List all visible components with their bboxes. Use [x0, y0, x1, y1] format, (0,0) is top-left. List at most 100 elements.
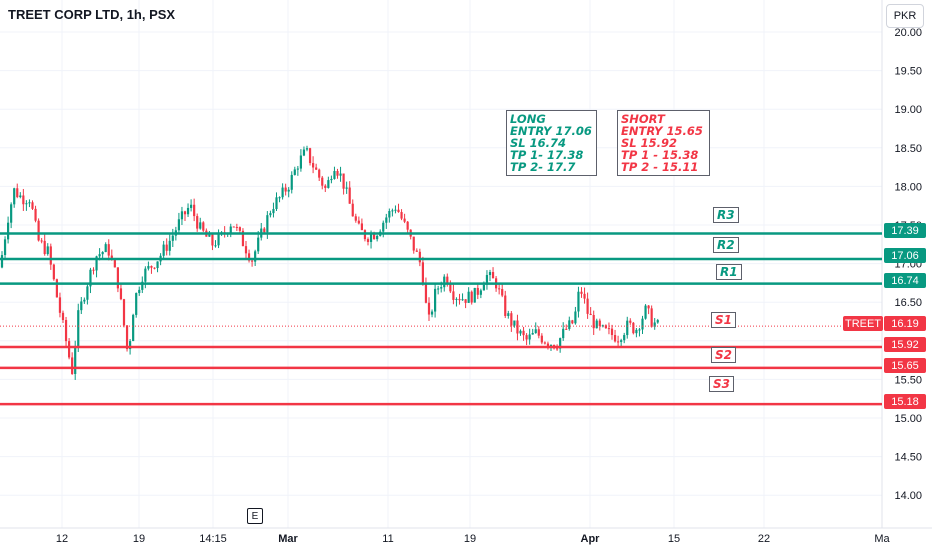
price-badge-r3: 17.39: [884, 223, 926, 238]
candle-body: [110, 255, 113, 260]
candle-body: [366, 239, 370, 242]
candle-body: [516, 320, 519, 334]
candle-body: [638, 329, 641, 331]
candle-body: [162, 244, 165, 256]
candle-body: [37, 220, 40, 241]
candle-body: [190, 204, 193, 208]
candle-body: [25, 203, 28, 205]
candle-body: [129, 341, 132, 350]
candle-body: [482, 284, 485, 291]
candle-body: [13, 188, 16, 205]
candle-body: [28, 202, 31, 204]
candle-body: [263, 228, 266, 233]
candle-body: [434, 288, 437, 312]
candle-body: [510, 313, 513, 326]
short-note: SHORT ENTRY 15.65 SL 15.92 TP 1 - 15.38 …: [617, 110, 710, 176]
candle-body: [305, 148, 309, 150]
candle-body: [238, 227, 241, 231]
candle-body: [446, 276, 449, 284]
candle-body: [613, 335, 617, 342]
candle-body: [171, 235, 174, 241]
candle-body: [19, 195, 22, 198]
candle-body: [623, 335, 626, 341]
y-tick-label: 18.00: [894, 181, 922, 193]
candle-body: [77, 310, 80, 347]
level-label-s1: S1: [711, 312, 736, 328]
candle-body: [43, 240, 46, 255]
candle-body: [275, 197, 278, 210]
candle-body: [327, 180, 330, 188]
candle-body: [473, 287, 476, 303]
candle-body: [229, 226, 232, 234]
long-note-line: SL 16.74: [510, 136, 566, 150]
candle-body: [430, 311, 434, 315]
candle-body: [287, 189, 290, 192]
candle-body: [491, 272, 495, 279]
candle-body: [354, 216, 357, 221]
level-label-s3: S3: [709, 376, 734, 392]
candle-body: [116, 267, 119, 289]
candle-body: [617, 341, 620, 343]
candle-body: [232, 226, 235, 228]
candle-body: [211, 234, 214, 246]
candle-body: [531, 333, 534, 335]
long-note-line: ENTRY 17.06: [510, 124, 592, 138]
candle-body: [257, 237, 260, 252]
candle-body: [40, 240, 43, 242]
candle-body: [620, 340, 623, 342]
x-tick-label: 15: [668, 533, 680, 545]
x-tick-label: Ma: [874, 533, 890, 545]
candle-body: [95, 256, 98, 271]
candle-body: [601, 325, 604, 327]
candle-body: [281, 187, 284, 198]
candle-body: [470, 291, 473, 303]
short-note-line: ENTRY 15.65: [621, 124, 703, 138]
price-badge-r2: 17.06: [884, 248, 926, 263]
long-note-line: TP 2- 17.7: [510, 160, 576, 174]
x-tick-label: 19: [464, 533, 476, 545]
candle-body: [302, 149, 306, 156]
y-tick-label: 14.00: [894, 490, 922, 502]
candle-body: [488, 272, 492, 276]
candle-body: [369, 234, 373, 242]
candle-body: [208, 234, 211, 237]
candle-body: [16, 188, 19, 198]
candle-body: [400, 212, 403, 219]
short-note-line: TP 2 - 15.11: [621, 160, 699, 174]
candle-body: [403, 218, 406, 222]
candle-body: [217, 233, 220, 246]
candle-body: [101, 252, 104, 255]
currency-button[interactable]: PKR: [886, 4, 924, 28]
candle-body: [424, 282, 428, 303]
candle-body: [498, 288, 501, 290]
candle-body: [644, 305, 647, 319]
candle-body: [528, 334, 531, 340]
candle-body: [635, 329, 638, 334]
y-tick-label: 19.00: [894, 104, 922, 116]
candle-body: [312, 163, 315, 168]
level-label-s2: S2: [711, 347, 736, 363]
x-tick-label: 11: [382, 533, 393, 545]
y-tick-label: 16.50: [894, 297, 922, 309]
candle-body: [269, 213, 272, 216]
candle-body: [406, 221, 409, 230]
candle-body: [339, 173, 342, 176]
candle-body: [3, 239, 7, 256]
candle-body: [571, 320, 574, 324]
long-note-line: TP 1- 17.38: [510, 148, 584, 162]
candle-body: [412, 236, 415, 251]
symbol-badge: TREET: [843, 316, 883, 331]
x-tick-label: Apr: [581, 533, 601, 545]
candle-body: [507, 313, 510, 316]
candle-body: [22, 195, 25, 205]
candle-body: [235, 226, 238, 228]
candle-body: [180, 211, 184, 220]
candle-body: [577, 291, 580, 312]
candle-body: [397, 209, 400, 213]
candle-body: [196, 216, 199, 229]
candle-body: [421, 262, 424, 283]
candle-body: [549, 344, 553, 347]
earnings-marker[interactable]: E: [247, 508, 263, 524]
candle-body: [562, 328, 565, 339]
